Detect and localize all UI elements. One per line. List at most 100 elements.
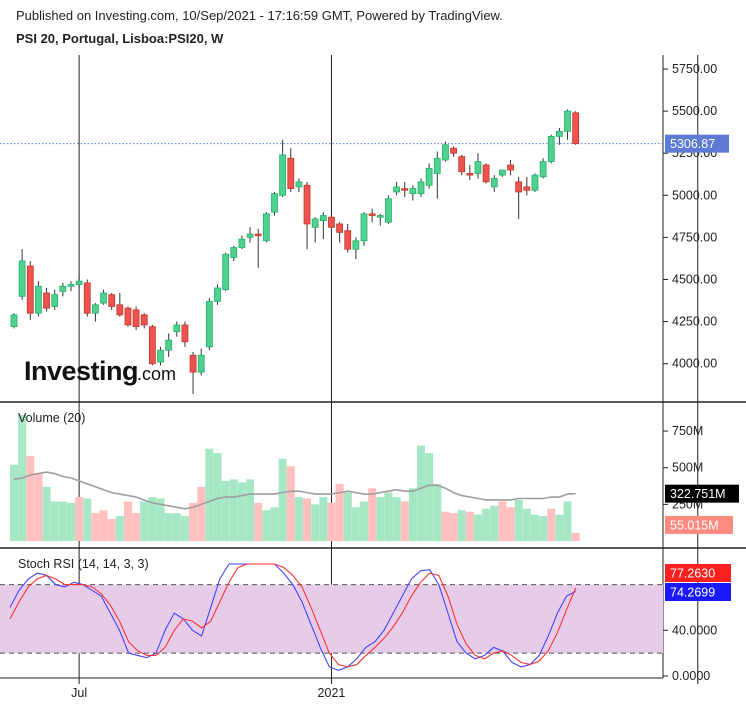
volume-bar <box>50 501 59 541</box>
candle-body <box>197 354 205 373</box>
stoch-K-line <box>9 563 576 671</box>
candle-body <box>189 354 197 373</box>
candle-body <box>572 112 580 145</box>
logo-brand: Investing <box>24 356 138 386</box>
indicator-lines <box>9 471 577 671</box>
candle-body <box>295 181 303 188</box>
volume-bar <box>343 492 352 541</box>
volume-bar <box>66 502 75 541</box>
candle-body <box>336 223 344 233</box>
volume-bar <box>465 511 474 541</box>
volume-bar <box>83 498 92 541</box>
volume-bar <box>368 488 377 541</box>
stoch-d-badge <box>665 583 731 601</box>
stoch-k-badge-label: 77.2630 <box>670 567 715 581</box>
candle-body <box>393 186 400 193</box>
candle-body <box>181 324 189 343</box>
volume-tick-label: 500M <box>672 461 703 475</box>
volume-bar <box>278 458 287 541</box>
volume-bar <box>164 513 173 541</box>
last-price-badge-label: 5306.87 <box>670 137 715 151</box>
price-tick-label: 4000.00 <box>672 357 717 371</box>
volume-bar <box>213 453 222 541</box>
volume-bar <box>156 498 165 541</box>
price-tick-label: 4250.00 <box>672 315 717 329</box>
candle-body <box>214 287 221 302</box>
volume-bar <box>197 486 206 541</box>
volume-bar <box>319 497 328 541</box>
volume-bar <box>205 448 214 541</box>
volume-bar <box>115 516 124 541</box>
candle-body <box>59 285 67 292</box>
candle-body <box>474 161 482 174</box>
volume-bar <box>91 513 100 541</box>
candle-body <box>555 130 563 137</box>
volume-last-badge-label: 55.015M <box>670 518 719 532</box>
price-tick-label: 5750.00 <box>672 62 717 76</box>
candle-body <box>303 184 311 225</box>
candle-body <box>35 285 42 314</box>
stoch-tick-label: 40.0000 <box>672 623 717 637</box>
candle-body <box>328 216 335 228</box>
volume-bar <box>107 519 116 541</box>
candle-body <box>140 314 148 326</box>
stoch-tick-label: 0.0000 <box>672 669 710 683</box>
volume-bar <box>376 497 385 541</box>
candle-body <box>165 339 173 351</box>
x-tick-label: 2021 <box>318 686 346 700</box>
volume-bar <box>262 510 271 541</box>
volume-bar <box>571 532 580 541</box>
volume-bar <box>75 497 84 541</box>
candle-body <box>67 284 75 287</box>
candle-body <box>360 213 368 242</box>
stoch-d-badge-label: 74.2699 <box>670 586 715 600</box>
candle-body <box>279 154 287 196</box>
candle-body <box>222 253 230 291</box>
candle-body <box>262 213 270 242</box>
volume-bar <box>303 498 312 541</box>
volume-bar <box>449 513 458 541</box>
candle-body <box>287 157 295 189</box>
volume-bar <box>530 514 539 541</box>
stoch-D-line <box>9 563 577 668</box>
volume-bar <box>522 508 531 541</box>
volume-bar <box>473 514 482 541</box>
volume-bar <box>498 501 507 541</box>
candle-body <box>425 167 433 186</box>
volume-bar <box>254 502 263 541</box>
volume-bar <box>563 501 572 541</box>
volume-bar <box>514 499 523 541</box>
volume-bar <box>34 473 43 541</box>
volume-last-badge <box>665 515 733 534</box>
candle-body <box>132 309 140 328</box>
volume-bar <box>441 511 450 541</box>
candle-body <box>254 233 262 237</box>
candle-body <box>26 265 34 314</box>
candle-body <box>100 292 107 304</box>
candle-body <box>124 307 132 326</box>
volume-bar <box>457 510 466 541</box>
price-tick-label: 5500.00 <box>672 104 717 118</box>
volume-bar <box>172 513 181 541</box>
candles <box>10 109 580 394</box>
candle-body <box>490 178 498 188</box>
candle-body <box>417 181 425 195</box>
volume-bar <box>400 501 409 541</box>
volume-ma-badge <box>665 484 739 503</box>
candle-body <box>173 324 181 333</box>
candle-body <box>564 110 571 132</box>
volume-bar <box>311 504 320 541</box>
candle-body <box>344 230 352 250</box>
candle-body <box>10 314 18 328</box>
candle-body <box>539 161 547 178</box>
value-badges: 5306.87 322.751M 55.015M 77.2630 74.2699 <box>665 134 739 601</box>
volume-bar <box>246 479 255 541</box>
candle-body <box>157 349 164 363</box>
candle-body <box>108 294 116 307</box>
last-price-badge <box>665 134 729 153</box>
volume-bar <box>26 455 35 541</box>
volume-bar <box>270 507 279 541</box>
candle-body <box>246 233 254 238</box>
investing-logo: Investing .com <box>24 356 176 386</box>
